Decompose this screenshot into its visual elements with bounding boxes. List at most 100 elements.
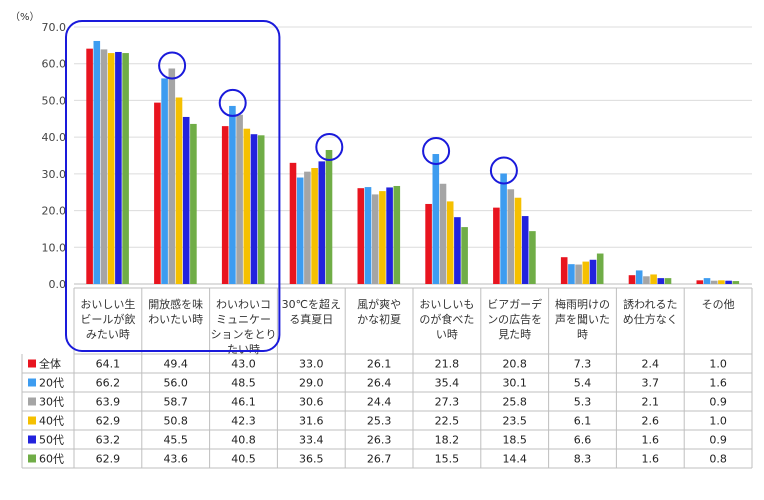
bar (325, 149, 333, 284)
bar (596, 253, 604, 284)
table-cell-value: 2.1 (642, 396, 660, 409)
table-cell-value: 26.4 (367, 377, 392, 390)
bar (493, 207, 500, 284)
highlight-circle (158, 51, 187, 80)
category-label: 30℃を超え (282, 297, 341, 311)
bar (529, 231, 536, 284)
bar (657, 278, 665, 284)
y-axis-unit-label: （%） (10, 11, 40, 23)
table-cell-value: 21.8 (435, 358, 460, 371)
category-label: その他 (702, 298, 735, 311)
highlight-circle (315, 132, 344, 161)
table-cell-value: 35.4 (435, 377, 460, 390)
bar (628, 275, 636, 284)
table-cell-value: 14.4 (502, 453, 527, 466)
table-cell-value: 50.8 (163, 415, 188, 428)
bar (393, 185, 401, 284)
bar (439, 183, 447, 284)
legend-label: 50代 (39, 434, 64, 447)
table-cell-value: 5.3 (574, 396, 592, 409)
bar (575, 264, 582, 284)
legend-label: 30代 (39, 396, 64, 409)
table-cell-value: 1.0 (709, 358, 727, 371)
bar (168, 68, 176, 284)
category-label: 開放感を味 (148, 297, 203, 311)
bar (650, 274, 657, 284)
category-label: め仕方なく (623, 312, 678, 326)
bar (318, 161, 326, 284)
bar (86, 48, 93, 284)
bar (107, 53, 115, 285)
category-label: 誘われるた (623, 298, 677, 311)
legend-swatch (28, 397, 36, 406)
bar (243, 128, 251, 284)
table-cell-value: 31.6 (299, 415, 324, 428)
category-label: 風が爽や (357, 297, 401, 311)
bar (154, 102, 161, 284)
y-tick-label: 50.0 (42, 94, 67, 107)
legend-label: 40代 (39, 415, 64, 428)
category-label: わいたい時 (148, 313, 203, 326)
table-cell-value: 20.8 (502, 358, 527, 371)
bar (514, 197, 522, 284)
table-cell-value: 1.6 (709, 377, 727, 390)
bar (175, 97, 183, 285)
category-label: のが食べた (419, 312, 474, 326)
category-label: わいわいコ (216, 298, 271, 311)
table-cell-value: 40.5 (231, 453, 256, 466)
bar (560, 257, 568, 284)
y-tick-label: 60.0 (42, 58, 67, 71)
table-cell-value: 3.7 (642, 377, 660, 390)
table-cell-value: 2.6 (642, 415, 660, 428)
legend-swatch (28, 378, 36, 387)
table-cell-value: 66.2 (96, 377, 121, 390)
bar (379, 191, 386, 284)
bar (568, 264, 575, 284)
category-label: たい時 (227, 343, 260, 356)
table-cell-value: 42.3 (231, 415, 256, 428)
bar (115, 51, 122, 284)
table-cell-value: 62.9 (96, 453, 121, 466)
table-cell-value: 23.5 (502, 415, 527, 428)
bar (696, 280, 704, 284)
bar (371, 194, 379, 284)
table-cell-value: 43.0 (231, 358, 256, 371)
category-label: る真夏日 (289, 312, 333, 326)
bar (635, 270, 643, 284)
category-label: ビアガーデ (487, 297, 542, 311)
table-cell-value: 1.0 (709, 415, 727, 428)
category-label: 見た時 (498, 328, 531, 341)
table-cell-value: 18.5 (502, 434, 527, 447)
table-cell-value: 48.5 (231, 377, 256, 390)
category-label: おいしい生 (80, 297, 135, 311)
bar (425, 203, 432, 284)
bar (500, 173, 507, 284)
bar (190, 123, 197, 284)
legend-swatch (28, 435, 36, 444)
table-cell-value: 40.8 (231, 434, 256, 447)
bar (93, 40, 101, 284)
table-cell-value: 27.3 (435, 396, 460, 409)
table-cell-value: 56.0 (163, 377, 188, 390)
y-tick-label: 70.0 (42, 21, 67, 34)
table-cell-value: 15.5 (435, 453, 460, 466)
table-cell-value: 1.6 (642, 453, 660, 466)
category-label: ミュニケー (216, 313, 271, 326)
bar (432, 154, 440, 284)
y-tick-label: 40.0 (42, 131, 67, 144)
table-cell-value: 30.6 (299, 396, 324, 409)
bar (589, 259, 597, 284)
table-cell-value: 26.1 (367, 358, 392, 371)
category-label: 梅雨明けの (555, 297, 610, 311)
bar (161, 78, 168, 285)
bar (446, 201, 454, 284)
table-cell-value: 6.6 (574, 434, 592, 447)
legend-swatch (28, 454, 36, 463)
bar (521, 216, 529, 284)
y-tick-label: 20.0 (42, 205, 67, 218)
bar (725, 280, 732, 284)
bar (296, 177, 304, 284)
legend-swatch (28, 416, 36, 425)
category-label: 時 (577, 328, 588, 341)
